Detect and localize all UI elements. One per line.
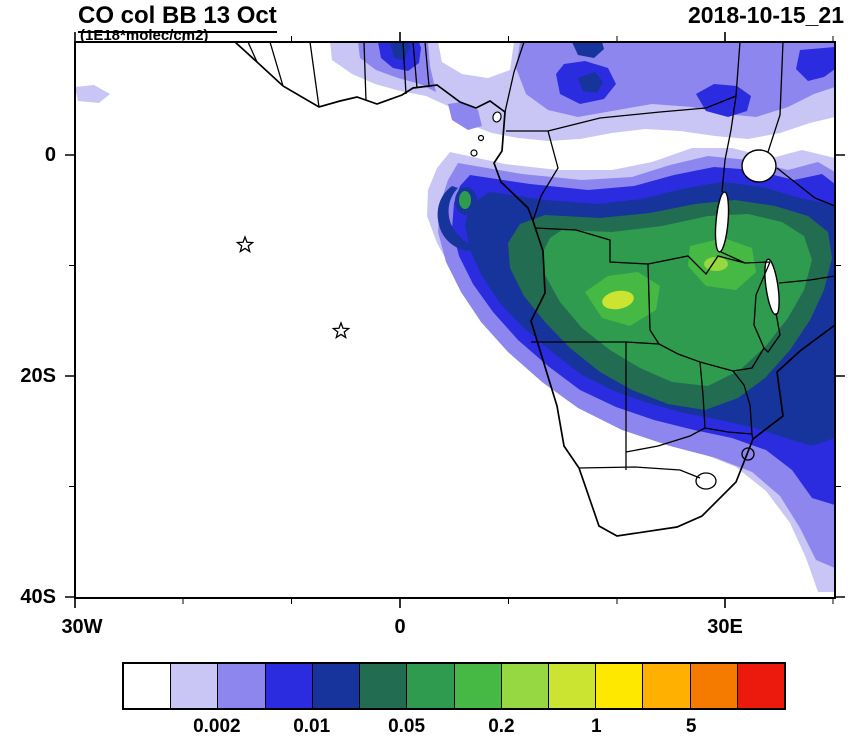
colorbar-tick-label: 0.2 (488, 716, 515, 737)
colorbar-tick-label: 0.002 (193, 716, 241, 737)
colorbar-cell-1 (170, 664, 218, 708)
colorbar-cell-13 (736, 664, 785, 708)
xtick-label-30e: 30E (707, 616, 743, 638)
colorbar-tick-label: 0.01 (293, 716, 331, 737)
plot-frame (74, 41, 836, 599)
contour-plume (75, 42, 835, 592)
lake-victoria (741, 149, 777, 183)
station-marker-star (235, 235, 255, 253)
colorbar-cell-4 (311, 664, 360, 708)
plot-datestamp: 2018-10-15_21 (687, 2, 844, 28)
page-title: CO col BB 13 Oct (78, 2, 277, 33)
border-swaziland (741, 447, 755, 461)
colorbar-tick-label: 0.05 (388, 716, 426, 737)
colorbar-cell-11 (642, 664, 690, 708)
plot-units-subtitle: (1E18*molec/cm2) (80, 27, 209, 44)
lake-tanganyika (714, 191, 730, 253)
colorbar-cell-6 (406, 664, 454, 708)
border-lesotho (695, 472, 717, 490)
colorbar-cell-8 (500, 664, 548, 708)
country-borders (247, 42, 835, 479)
axis-ticks (65, 32, 845, 608)
ytick-label-40s: 40S (20, 586, 56, 608)
colorbar-cell-9 (547, 664, 596, 708)
colorbar-tick-label: 1 (590, 716, 602, 737)
colorbar-cell-0 (124, 664, 171, 708)
colorbar-cell-5 (359, 664, 407, 708)
station-markers (235, 235, 351, 339)
xtick-label-0: 0 (394, 616, 406, 638)
ytick-label-20s: 20S (20, 365, 56, 387)
colorbar-cell-2 (217, 664, 265, 708)
colorbar (122, 662, 786, 710)
ytick-label-0: 0 (44, 144, 56, 166)
colorbar-cell-12 (689, 664, 737, 708)
lakes (714, 149, 780, 316)
xtick-label-30w: 30W (61, 616, 103, 638)
map-lines (234, 42, 835, 537)
map-canvas (65, 32, 845, 608)
colorbar-tick-label: 5 (685, 716, 697, 737)
colorbar-cell-7 (453, 664, 501, 708)
colorbar-labels: 0.002 0.01 0.05 0.2 1 5 (122, 716, 786, 740)
colorbar-cell-10 (595, 664, 643, 708)
station-marker-star (331, 321, 351, 339)
gulf-islands (470, 111, 502, 157)
colorbar-cell-3 (264, 664, 312, 708)
